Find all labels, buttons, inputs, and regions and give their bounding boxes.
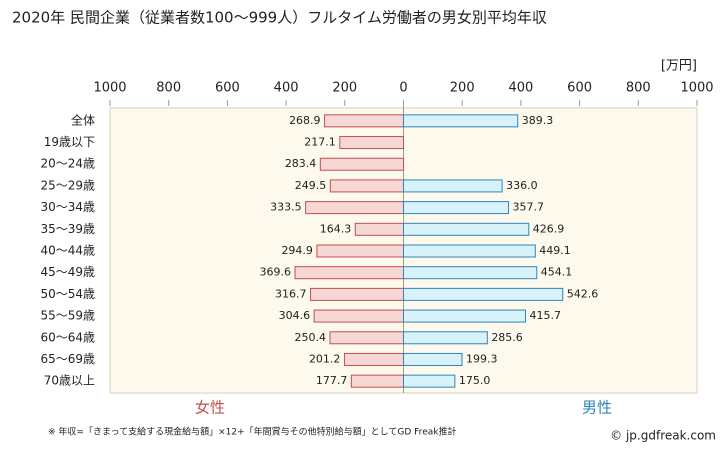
category-label: 25〜29歳 <box>40 178 95 192</box>
category-label: 全体 <box>71 112 95 127</box>
bar <box>403 114 519 128</box>
x-tick-label: 600 <box>567 81 592 96</box>
chart-title: 2020年 民間企業（従業者数100〜999人）フルタイム労働者の男女別平均年収 <box>12 9 547 27</box>
x-tick-label: 1000 <box>680 81 713 96</box>
bar <box>310 287 404 301</box>
x-tick-label: 400 <box>274 81 299 96</box>
bar <box>403 244 536 258</box>
note: ※ 年収=「きまって支給する現金給与額」×12+「年間賞与その他特別給与額」とし… <box>48 426 456 438</box>
x-tick-label: 0 <box>399 81 407 96</box>
bar <box>329 331 404 345</box>
value-label: 201.2 <box>309 352 341 365</box>
category-label: 20〜24歳 <box>40 157 95 171</box>
bar <box>403 287 564 301</box>
x-tick-label: 200 <box>450 81 475 96</box>
bar <box>329 179 405 193</box>
value-label: 294.9 <box>281 244 313 257</box>
bar <box>403 222 530 236</box>
value-label: 285.6 <box>491 331 523 344</box>
value-label: 415.7 <box>530 309 562 322</box>
value-label: 175.0 <box>459 374 491 387</box>
legend-label: 男性 <box>582 399 612 417</box>
bar <box>305 201 404 215</box>
unit-label: [万円] <box>661 59 697 74</box>
value-label: 389.3 <box>522 114 554 127</box>
value-label: 369.6 <box>260 266 292 279</box>
value-label: 454.1 <box>541 266 573 279</box>
legend-label: 女性 <box>195 399 225 417</box>
value-label: 249.5 <box>295 179 327 192</box>
x-tick-label: 1000 <box>93 81 126 96</box>
bar <box>403 266 538 280</box>
value-label: 199.3 <box>466 352 498 365</box>
bar <box>403 179 503 193</box>
value-label: 250.4 <box>295 331 327 344</box>
bar <box>319 157 405 171</box>
value-label: 177.7 <box>316 374 348 387</box>
value-label: 542.6 <box>567 287 599 300</box>
x-tick-label: 400 <box>508 81 533 96</box>
category-label: 45〜49歳 <box>40 265 95 279</box>
x-tick-label: 600 <box>215 81 240 96</box>
category-label: 30〜34歳 <box>40 200 95 214</box>
credit: © jp.gdfreak.com <box>610 429 716 443</box>
value-label: 316.7 <box>275 287 307 300</box>
bar <box>403 331 488 345</box>
bar <box>403 374 456 388</box>
category-label: 65〜69歳 <box>40 352 95 366</box>
bar <box>403 201 509 215</box>
bar <box>316 244 404 258</box>
x-tick-label: 200 <box>332 81 357 96</box>
value-label: 164.3 <box>320 222 352 235</box>
value-label: 357.7 <box>512 201 544 214</box>
value-label: 283.4 <box>285 157 317 170</box>
bar <box>350 374 405 388</box>
category-label: 40〜44歳 <box>40 244 95 258</box>
x-tick-label: 800 <box>626 81 651 96</box>
bar <box>403 309 527 323</box>
category-label: 70歳以上 <box>44 374 95 388</box>
bar <box>354 222 405 236</box>
category-label: 19歳以下 <box>44 135 95 149</box>
category-label: 60〜64歳 <box>40 330 95 344</box>
value-label: 304.6 <box>279 309 311 322</box>
value-label: 333.5 <box>270 201 302 214</box>
category-label: 50〜54歳 <box>40 287 95 301</box>
bar <box>324 114 404 128</box>
category-label: 55〜59歳 <box>40 309 95 323</box>
bar <box>343 352 405 366</box>
bar <box>294 266 404 280</box>
value-label: 217.1 <box>304 136 336 149</box>
value-label: 268.9 <box>289 114 321 127</box>
value-label: 336.0 <box>506 179 537 192</box>
value-label: 426.9 <box>533 222 565 235</box>
x-tick-label: 800 <box>156 81 181 96</box>
value-label: 449.1 <box>539 244 571 257</box>
bar <box>403 352 463 366</box>
bar <box>339 136 405 150</box>
bar <box>313 309 405 323</box>
category-label: 35〜39歳 <box>40 222 95 236</box>
